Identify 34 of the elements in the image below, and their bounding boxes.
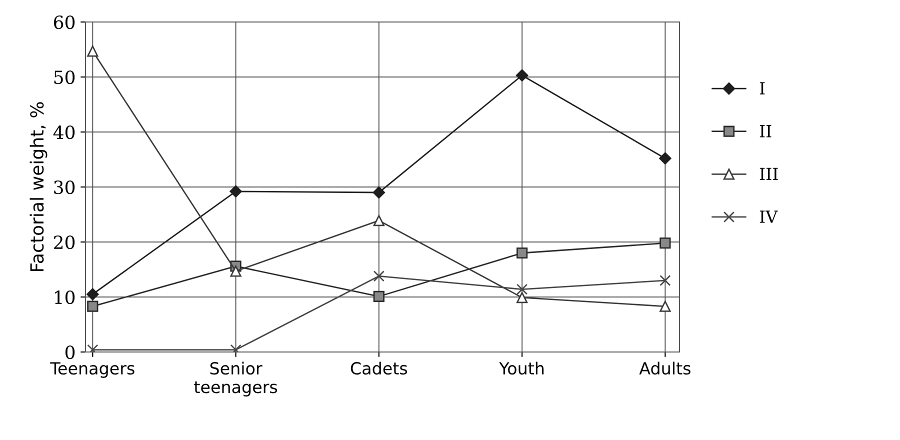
point [660,274,671,286]
legend-label: II [760,125,772,138]
x-tick-label: Cadets [350,362,408,375]
y-tick-label: 20 [54,235,75,250]
point [516,284,528,295]
y-tick-label: 40 [53,125,75,140]
point [230,185,242,198]
point [516,69,528,82]
y-tick-label: 0 [65,345,75,360]
point [87,300,98,312]
y-tick-label: 60 [54,15,75,30]
point [659,152,672,164]
y-axis-title: Factorial weight, % [30,102,48,272]
point [373,290,384,302]
point [373,214,384,226]
point [372,186,386,199]
point [660,238,671,249]
legend-label: I [760,82,765,94]
point [230,266,242,277]
x-tick-label: Teenagers [50,362,134,378]
y-tick-label: 30 [54,180,75,194]
y-tick-label: 10 [55,290,75,304]
point [87,46,98,57]
point [516,247,528,259]
x-tick-label: Senior teenagers [194,362,278,397]
x-tick-label: Youth [499,362,544,375]
legend-label: III [760,168,778,180]
point [373,270,384,282]
x-tick-label: Adults [639,362,690,375]
y-tick-label: 50 [54,70,75,84]
point [660,300,671,312]
point [86,288,99,300]
legend-label: IV [760,210,778,223]
point [516,292,528,304]
